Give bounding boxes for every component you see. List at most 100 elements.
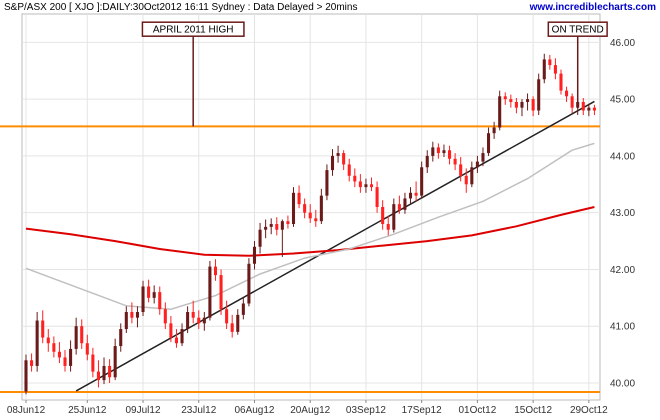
- candle: [252, 241, 257, 270]
- candle: [459, 157, 463, 182]
- candle: [308, 204, 312, 223]
- candle-body: [587, 107, 591, 111]
- candle-body: [197, 317, 201, 324]
- candle: [247, 258, 251, 307]
- candle-body: [96, 371, 100, 381]
- candle: [314, 209, 318, 227]
- candle-body: [213, 266, 218, 276]
- candle-body: [57, 351, 61, 358]
- candle: [108, 359, 112, 383]
- x-tick-label: 15Oct12: [514, 405, 552, 416]
- candle-body: [108, 365, 112, 378]
- y-tick-label: 41.00: [610, 322, 635, 333]
- candle: [258, 222, 262, 254]
- candle: [498, 90, 502, 131]
- candle: [280, 219, 284, 257]
- candle-body: [286, 221, 290, 225]
- candle: [297, 185, 301, 209]
- candle-body: [119, 329, 123, 347]
- candle: [52, 336, 56, 358]
- y-tick-label: 42.00: [610, 265, 635, 276]
- candle-body: [180, 329, 184, 344]
- moving-average-line: [25, 142, 595, 310]
- y-tick-label: 40.00: [610, 378, 635, 389]
- brand-link[interactable]: www.incrediblecharts.com: [530, 2, 656, 13]
- candle-body: [219, 275, 223, 310]
- candle-body: [252, 246, 257, 264]
- candle: [347, 158, 351, 182]
- grid-layer: [21, 13, 601, 403]
- annotation-label: ON TREND: [552, 25, 604, 36]
- candle: [269, 218, 273, 235]
- candle: [236, 309, 240, 335]
- candle-body: [453, 158, 457, 165]
- candle-body: [592, 107, 596, 111]
- candle-body: [431, 147, 435, 156]
- candle-body: [24, 360, 28, 392]
- candle-body: [141, 286, 145, 313]
- candle: [319, 188, 323, 225]
- candle-body: [80, 326, 84, 344]
- candle-body: [436, 147, 440, 154]
- candle-body: [46, 337, 50, 344]
- candle: [358, 174, 362, 193]
- candle: [91, 347, 95, 378]
- candle-body: [364, 184, 368, 188]
- candle: [180, 323, 184, 347]
- candle-body: [319, 195, 323, 222]
- candle-body: [509, 99, 513, 102]
- candle: [531, 96, 535, 117]
- candle-body: [264, 226, 268, 230]
- candle-body: [130, 312, 134, 318]
- candle-body: [537, 79, 541, 111]
- candle-body: [202, 317, 206, 324]
- candle: [113, 338, 117, 381]
- candle-body: [35, 320, 39, 366]
- candle: [353, 168, 357, 188]
- candle-body: [135, 312, 139, 318]
- candle-body: [448, 150, 452, 159]
- candle-body: [91, 354, 95, 372]
- candle-body: [325, 170, 329, 196]
- candle: [186, 306, 190, 334]
- candle-body: [258, 229, 262, 247]
- candle-body: [475, 161, 479, 168]
- candle: [420, 161, 424, 199]
- candle-body: [381, 207, 385, 225]
- candle-body: [152, 292, 156, 298]
- candle-body: [403, 198, 407, 210]
- candle-body: [542, 59, 546, 80]
- candle: [392, 198, 396, 233]
- candle: [30, 353, 34, 372]
- candle: [102, 357, 106, 385]
- x-tick-label: 03Sep12: [346, 405, 386, 416]
- candle: [581, 98, 585, 116]
- candle: [24, 354, 28, 395]
- candle-body: [520, 101, 524, 108]
- candle: [448, 145, 452, 165]
- candle-body: [397, 204, 401, 210]
- candle: [119, 323, 123, 352]
- candle-body: [52, 343, 56, 352]
- candle-body: [503, 96, 507, 100]
- candle-body: [314, 218, 318, 222]
- candle: [375, 181, 379, 213]
- x-axis-labels: 08Jun12 25Jun12 09Jul12 23Jul12 06Aug12 20Aug…: [7, 405, 608, 416]
- candle-body: [63, 357, 67, 366]
- candle-body: [30, 360, 34, 366]
- candle: [96, 360, 100, 388]
- candle: [225, 300, 229, 330]
- candles-layer: [24, 53, 596, 395]
- candle: [386, 215, 390, 236]
- candle-body: [280, 221, 284, 230]
- candle: [130, 302, 134, 324]
- candle-body: [565, 90, 569, 97]
- candle: [191, 300, 195, 324]
- x-tick-label: 23Jul12: [181, 405, 216, 416]
- candle: [509, 94, 513, 108]
- candle-body: [392, 204, 396, 230]
- candle-body: [247, 263, 251, 304]
- candle: [408, 187, 413, 205]
- candle: [542, 53, 546, 84]
- candle: [336, 145, 340, 163]
